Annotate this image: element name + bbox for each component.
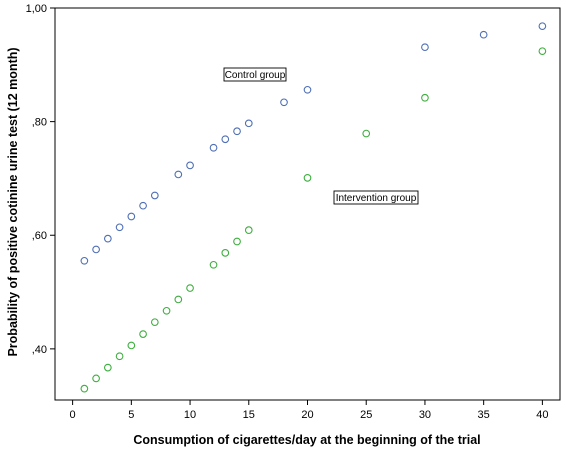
data-point bbox=[80, 256, 89, 265]
data-point bbox=[127, 341, 136, 350]
data-point bbox=[233, 237, 241, 246]
data-point bbox=[92, 374, 100, 383]
data-point bbox=[186, 284, 194, 292]
plot-frame bbox=[54, 7, 561, 401]
annotation-label: Control group bbox=[225, 70, 286, 81]
data-point bbox=[209, 143, 218, 152]
x-tick-label: 10 bbox=[184, 409, 196, 421]
data-point bbox=[233, 127, 241, 136]
data-point bbox=[244, 119, 253, 128]
data-point bbox=[421, 43, 429, 52]
annotation-label: Intervention group bbox=[336, 193, 417, 204]
data-point bbox=[280, 98, 288, 107]
x-axis-title: Consumption of cigarettes/day at the beg… bbox=[133, 433, 480, 447]
series-control bbox=[80, 22, 547, 265]
x-axis: 0 5 10 15 20 25 30 35 40 bbox=[70, 400, 549, 421]
data-point bbox=[139, 330, 147, 338]
data-point bbox=[174, 295, 183, 304]
x-tick-label: 5 bbox=[128, 409, 134, 421]
series-intervention bbox=[80, 47, 547, 393]
y-tick-label: ,80 bbox=[32, 117, 47, 129]
data-point bbox=[221, 135, 230, 144]
data-point bbox=[115, 352, 124, 361]
x-tick-label: 15 bbox=[243, 409, 255, 421]
data-point bbox=[103, 234, 112, 243]
data-point bbox=[150, 191, 159, 200]
x-tick-label: 40 bbox=[536, 409, 548, 421]
data-point bbox=[303, 174, 312, 182]
annotation-box bbox=[223, 67, 287, 82]
data-point bbox=[162, 306, 171, 315]
data-point bbox=[421, 93, 429, 102]
data-point bbox=[362, 129, 371, 138]
y-axis-title: Probability of positive cotinine urine t… bbox=[6, 47, 20, 356]
plot-area bbox=[54, 7, 561, 401]
data-point bbox=[92, 245, 100, 254]
data-point bbox=[186, 161, 194, 170]
y-tick-label: ,40 bbox=[32, 344, 47, 356]
annotation-control-group: Control group bbox=[223, 67, 287, 82]
data-points bbox=[80, 22, 547, 393]
annotation-box bbox=[333, 190, 419, 205]
annotation-intervention-group: Intervention group bbox=[333, 190, 419, 205]
data-point bbox=[479, 30, 488, 39]
data-point bbox=[538, 47, 547, 56]
data-point bbox=[115, 223, 124, 232]
x-tick-label: 35 bbox=[478, 409, 490, 421]
x-tick-label: 0 bbox=[70, 409, 76, 421]
data-point bbox=[221, 249, 230, 257]
data-point bbox=[538, 22, 547, 31]
data-point bbox=[150, 318, 159, 327]
annotations: Control group Intervention group bbox=[223, 67, 419, 205]
data-point bbox=[244, 226, 253, 234]
data-point bbox=[139, 201, 147, 210]
y-tick-label: 1,00 bbox=[26, 3, 47, 15]
y-tick-label: ,60 bbox=[32, 230, 47, 242]
data-point bbox=[80, 384, 89, 393]
data-point bbox=[209, 260, 218, 269]
data-point bbox=[303, 85, 312, 94]
y-axis: ,40 ,60 ,80 1,00 bbox=[26, 3, 55, 356]
x-tick-label: 20 bbox=[301, 409, 313, 421]
data-point bbox=[127, 212, 136, 221]
x-tick-label: 30 bbox=[419, 409, 431, 421]
x-tick-label: 25 bbox=[360, 409, 372, 421]
data-point bbox=[103, 363, 112, 372]
data-point bbox=[174, 170, 183, 179]
